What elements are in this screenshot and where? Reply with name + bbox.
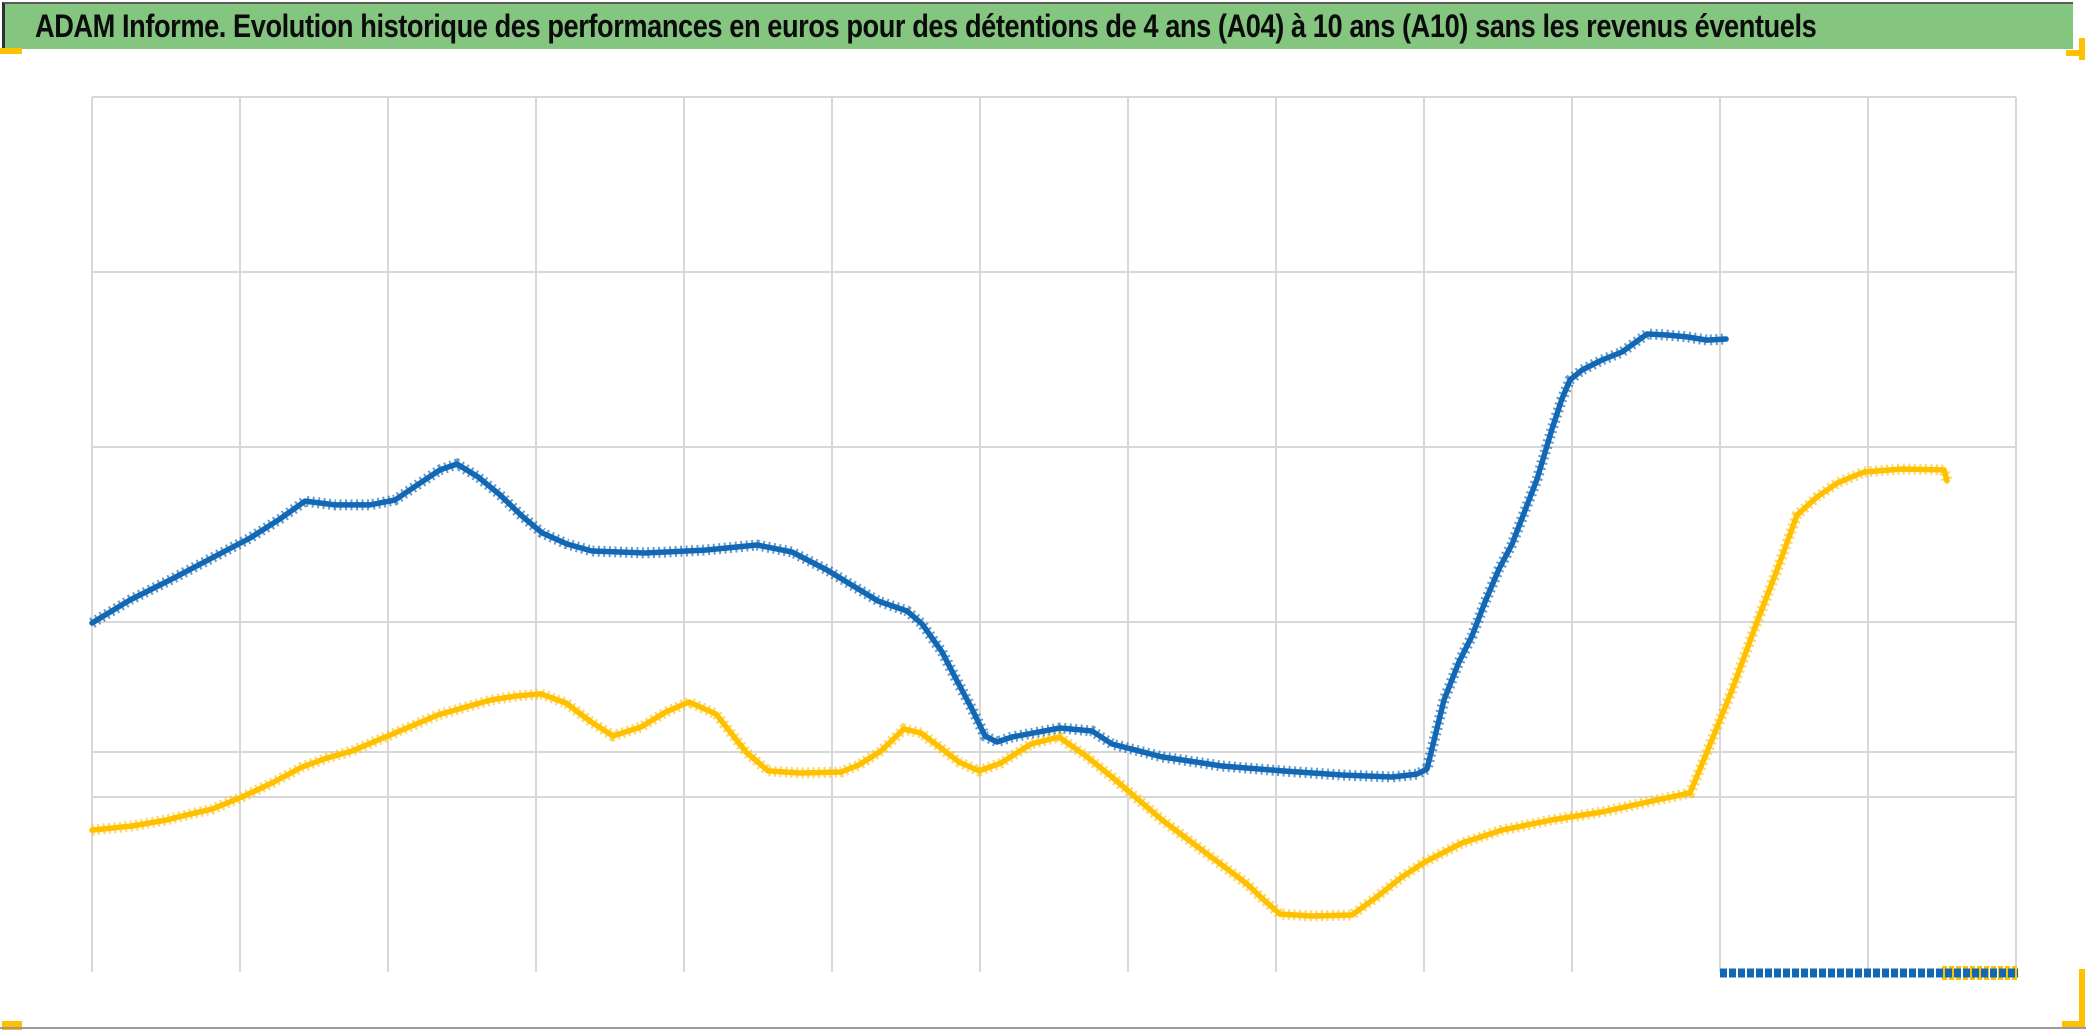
- series-serie-bleue[interactable]: [89, 328, 1729, 783]
- selection-handle-bottom-right[interactable]: [2079, 969, 2085, 1027]
- series-markers-serie-bleue: [89, 328, 1727, 783]
- selection-handle-top-right[interactable]: [2079, 38, 2085, 60]
- chart-title: ADAM Informe. Evolution historique des p…: [35, 8, 1817, 44]
- selection-handle-top-right-foot[interactable]: [2066, 50, 2085, 56]
- selection-handle-bottom-left[interactable]: [2, 1021, 22, 1030]
- window-bottom-border: [0, 1027, 2086, 1029]
- chart-title-bar: ADAM Informe. Evolution historique des p…: [2, 2, 2073, 49]
- series-line-serie-jaune: [89, 466, 1950, 919]
- series-markers-serie-jaune: [91, 463, 1953, 922]
- selection-handle-top-left[interactable]: [0, 48, 22, 54]
- gridlines: [91, 96, 2017, 972]
- selection-handle-bottom-right-foot[interactable]: [2062, 1021, 2085, 1027]
- series-serie-jaune[interactable]: [89, 463, 1953, 922]
- series-line-serie-bleue: [89, 331, 1729, 780]
